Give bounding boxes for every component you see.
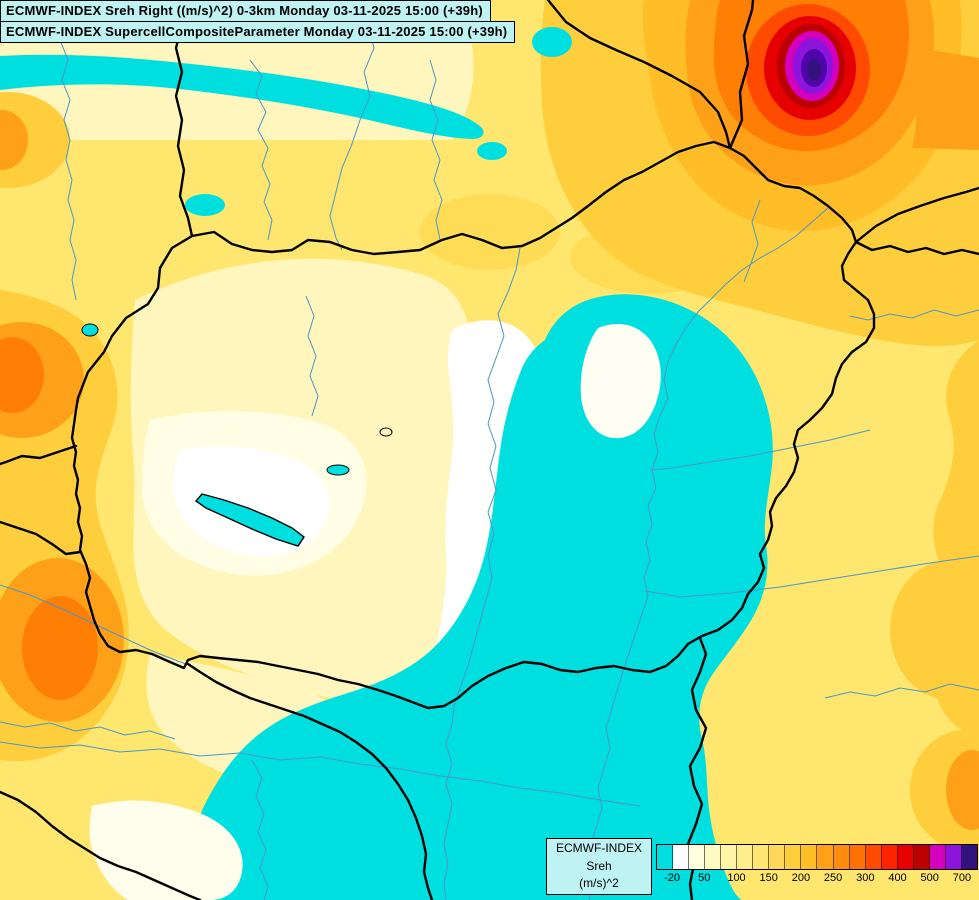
map-title-line1: ECMWF-INDEX Sreh Right ((m/s)^2) 0-3km M… [0, 0, 491, 22]
legend-color-cell [897, 845, 914, 869]
border-romania-ukraine-east [854, 240, 979, 256]
river-south-1 [0, 721, 176, 740]
legend-color-cell [721, 845, 738, 869]
river-koros [649, 429, 871, 471]
legend-title-box: ECMWF-INDEX Sreh (m/s)^2 [546, 838, 652, 895]
river-bodrog [743, 199, 761, 283]
border-austria-slovenia [0, 444, 78, 466]
river-west [59, 0, 77, 301]
legend-tick-label: 250 [823, 872, 843, 884]
legend-color-cell [849, 845, 866, 869]
river-danube [443, 247, 521, 900]
river-sio [305, 295, 319, 417]
legend-color-cell [769, 845, 786, 869]
border-hungary [70, 140, 876, 710]
legend-color-cell [801, 845, 818, 869]
legend-color-cell [961, 845, 977, 869]
legend-color-cell [817, 845, 834, 869]
border-slovakia-poland [546, 0, 732, 150]
legend-tick-label: 100 [727, 872, 746, 884]
river-south-2 [251, 759, 269, 900]
legend-tick-label: -20 [664, 872, 681, 884]
border-slovenia-croatia [0, 520, 82, 556]
legend: ECMWF-INDEX Sreh (m/s)^2 -20 50 100 150 200 2… [546, 838, 978, 895]
river-east-1 [849, 309, 979, 321]
legend-colorbar [656, 844, 978, 870]
legend-units: (m/s)^2 [579, 876, 619, 891]
legend-color-cell [929, 845, 946, 869]
legend-tick-label: 200 [791, 872, 811, 884]
lakes-layer [81, 323, 393, 547]
legend-tick-label: 400 [888, 872, 907, 884]
lake-velence [326, 464, 350, 476]
lake-neusiedl [81, 323, 99, 337]
border-croatia-bosnia [0, 790, 202, 900]
legend-tick-label: 700 [952, 872, 972, 884]
river-drava [0, 584, 187, 665]
river-east-2 [824, 683, 979, 699]
legend-color-cell [689, 845, 706, 869]
legend-color-cell [657, 845, 674, 869]
map-title-panel: ECMWF-INDEX Sreh Right ((m/s)^2) 0-3km M… [0, 0, 516, 43]
legend-color-cell [865, 845, 882, 869]
legend-tick-label: 300 [856, 872, 875, 884]
legend-tick-label: 50 [698, 872, 711, 884]
legend-color-cell [913, 845, 930, 869]
legend-tick-label: 150 [759, 872, 778, 884]
legend-scale: -20 50 100 150 200 250 300 400 500 700 [656, 844, 978, 887]
legend-color-cell [785, 845, 802, 869]
river-vah [249, 59, 273, 241]
legend-color-cell [881, 845, 898, 869]
river-danube-north [329, 0, 375, 251]
legend-title: ECMWF-INDEX [556, 841, 642, 856]
small-lake [379, 427, 393, 437]
legend-color-cell [673, 845, 690, 869]
border-ukraine-northeast [854, 186, 979, 244]
river-hron [429, 59, 443, 241]
border-croatia-serbia [186, 662, 434, 900]
legend-ticks: -20 50 100 150 200 250 300 400 500 700 [656, 870, 978, 887]
legend-color-cell [945, 845, 962, 869]
river-tisza [587, 207, 829, 900]
river-sava [0, 741, 641, 807]
border-slovakia-ukraine [728, 0, 755, 150]
river-maros [644, 555, 979, 598]
legend-color-cell [705, 845, 722, 869]
map-title-line2: ECMWF-INDEX SupercellCompositeParameter … [0, 21, 516, 43]
lake-balaton [194, 493, 305, 547]
legend-color-cell [737, 845, 754, 869]
legend-parameter: Sreh [586, 858, 612, 873]
legend-color-cell [753, 845, 770, 869]
legend-tick-label: 500 [920, 872, 939, 884]
legend-color-cell [833, 845, 850, 869]
